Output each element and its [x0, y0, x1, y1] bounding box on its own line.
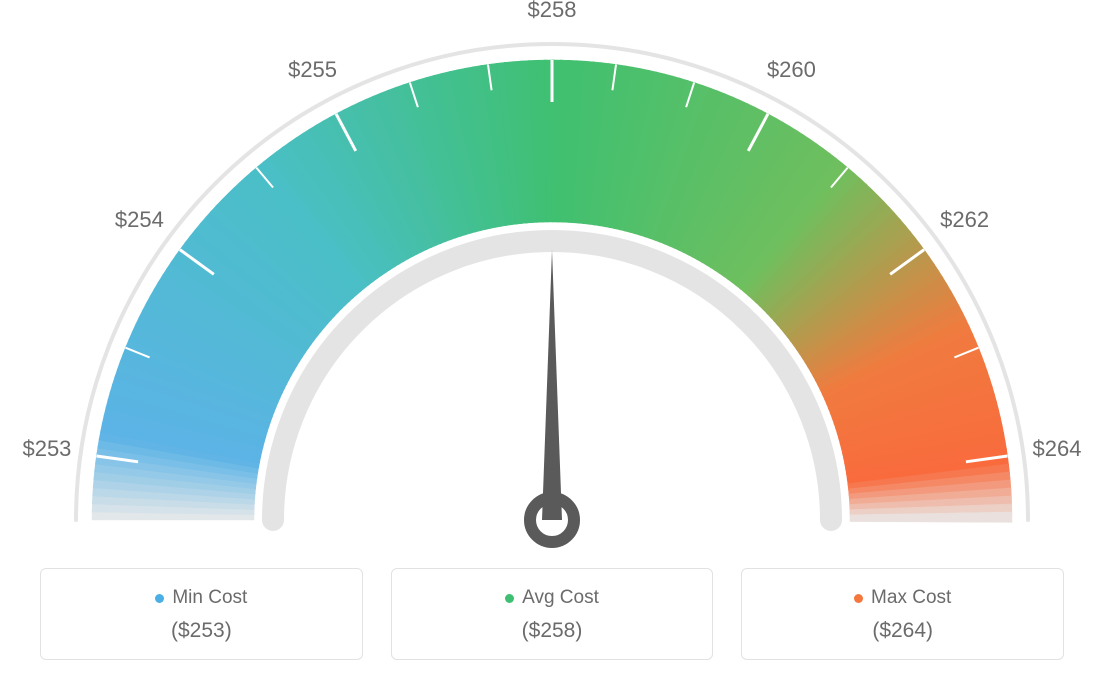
- gauge-tick-label: $253: [22, 436, 71, 462]
- legend-card-max: Max Cost ($264): [741, 568, 1064, 660]
- legend-card-min: Min Cost ($253): [40, 568, 363, 660]
- legend-value-avg: ($258): [402, 619, 703, 643]
- gauge-tick-label: $254: [115, 207, 164, 233]
- legend-label-text: Max Cost: [871, 587, 951, 609]
- legend-label-text: Min Cost: [172, 587, 247, 609]
- gauge-svg: [0, 0, 1104, 560]
- legend-label-min: Min Cost: [155, 587, 247, 609]
- legend-label-max: Max Cost: [854, 587, 951, 609]
- legend-card-avg: Avg Cost ($258): [391, 568, 714, 660]
- legend-label-text: Avg Cost: [522, 587, 599, 609]
- legend-value-min: ($253): [51, 619, 352, 643]
- dot-icon: [505, 594, 514, 603]
- legend-label-avg: Avg Cost: [505, 587, 599, 609]
- legend-value-max: ($264): [752, 619, 1053, 643]
- gauge-chart: $253 $254 $255 $258 $260 $262 $264: [0, 0, 1104, 560]
- dot-icon: [155, 594, 164, 603]
- gauge-tick-label: $255: [288, 57, 337, 83]
- gauge-tick-label: $264: [1033, 436, 1082, 462]
- legend-row: Min Cost ($253) Avg Cost ($258) Max Cost…: [40, 568, 1064, 660]
- gauge-tick-label: $262: [940, 207, 989, 233]
- gauge-tick-label: $258: [528, 0, 577, 23]
- dot-icon: [854, 594, 863, 603]
- gauge-tick-label: $260: [767, 57, 816, 83]
